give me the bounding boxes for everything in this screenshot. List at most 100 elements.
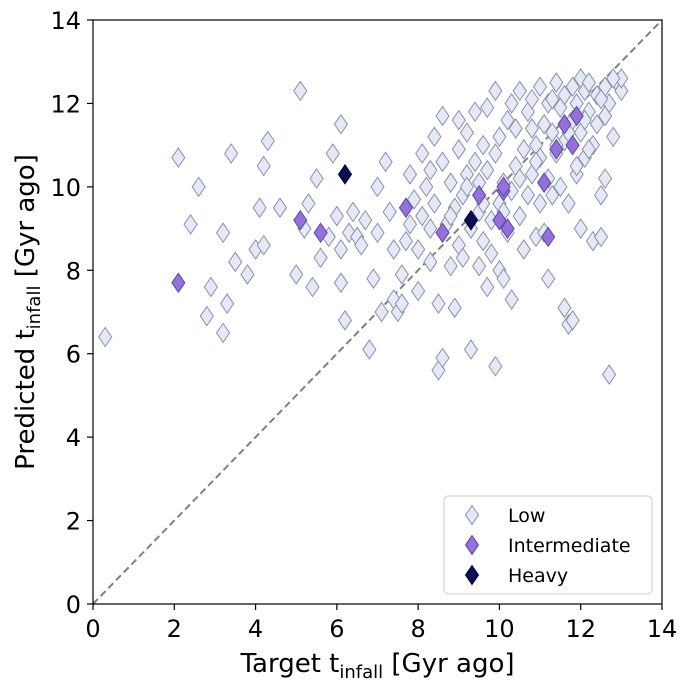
point-intermediate	[565, 134, 580, 156]
point-low	[411, 280, 426, 302]
point-low	[520, 184, 535, 206]
point-low	[386, 239, 401, 260]
point-low	[394, 264, 409, 285]
point-low	[565, 309, 580, 331]
point-intermediate	[541, 226, 556, 248]
point-low	[602, 364, 617, 385]
point-low	[354, 234, 369, 256]
x-tick-label: 4	[248, 615, 263, 643]
point-low	[427, 193, 442, 214]
point-low	[443, 255, 458, 277]
point-low	[415, 205, 430, 227]
point-low	[545, 88, 560, 110]
point-low	[553, 176, 568, 198]
point-low	[524, 88, 540, 110]
point-low	[362, 339, 377, 360]
point-low	[581, 138, 596, 160]
point-low	[557, 84, 572, 106]
point-low	[463, 339, 479, 360]
x-tick-label: 8	[411, 615, 426, 643]
point-low	[406, 188, 422, 210]
point-low	[573, 218, 588, 239]
point-intermediate	[569, 105, 584, 127]
point-low	[569, 155, 584, 177]
point-low	[504, 289, 519, 310]
point-low	[606, 68, 621, 89]
point-low	[504, 93, 519, 114]
point-low	[402, 163, 418, 185]
point-low	[333, 239, 349, 260]
point-low	[366, 268, 381, 290]
point-low	[512, 168, 527, 189]
point-low	[260, 130, 275, 152]
legend-label-intermediate: Intermediate	[508, 535, 631, 557]
plot-frame	[92, 19, 663, 605]
point-low	[215, 222, 231, 244]
point-low	[382, 201, 397, 223]
point-low	[447, 297, 462, 319]
point-intermediate	[496, 176, 511, 198]
point-low	[333, 113, 349, 135]
point-intermediate	[492, 209, 507, 231]
point-low	[333, 272, 349, 294]
point-low	[435, 151, 450, 173]
y-tick-label: 12	[50, 90, 81, 118]
point-low	[516, 138, 531, 160]
point-low	[411, 239, 426, 260]
point-low	[532, 193, 548, 214]
point-low	[171, 147, 186, 169]
point-low	[431, 293, 446, 315]
point-low	[455, 247, 470, 269]
y-axis-label: Predicted tinfall [Gyr ago]	[11, 154, 45, 470]
point-low	[415, 143, 430, 164]
point-low	[565, 76, 580, 98]
point-low	[537, 113, 552, 135]
point-intermediate	[549, 138, 564, 160]
point-low	[240, 264, 255, 285]
point-low	[581, 72, 596, 93]
point-low	[549, 72, 564, 93]
point-low	[512, 80, 527, 102]
point-low	[423, 251, 438, 273]
point-low	[203, 276, 218, 298]
x-tick-label: 2	[167, 615, 182, 643]
point-low	[451, 138, 466, 160]
point-low	[256, 234, 271, 256]
legend-box	[443, 495, 653, 595]
point-low	[561, 193, 576, 214]
point-intermediate	[500, 218, 515, 239]
point-intermediate	[557, 113, 572, 135]
legend: Low Intermediate Heavy	[443, 495, 653, 595]
point-low	[293, 80, 308, 102]
point-heavy	[337, 163, 353, 185]
point-low	[614, 80, 629, 102]
axis-ticks: 0 2 4 6 8 10 12 14 0 2 4 6 8 10 12 14	[50, 7, 677, 643]
point-low	[597, 105, 613, 127]
point-low	[459, 176, 475, 198]
point-low	[472, 255, 487, 277]
legend-label-heavy: Heavy	[508, 565, 568, 587]
point-low	[557, 297, 572, 319]
y-tick-label: 10	[50, 174, 81, 202]
point-low	[545, 184, 560, 206]
point-low	[467, 101, 483, 123]
y-tick-label: 4	[66, 424, 81, 452]
point-low	[459, 122, 475, 144]
point-heavy	[463, 209, 479, 231]
point-low	[606, 126, 621, 148]
legend-marker-low	[464, 504, 480, 526]
point-low	[589, 113, 605, 135]
point-low	[224, 143, 239, 164]
x-tick-label: 14	[647, 615, 678, 643]
y-tick-label: 14	[50, 7, 81, 35]
point-low	[443, 172, 458, 194]
point-low	[215, 322, 231, 344]
point-intermediate	[435, 222, 450, 244]
x-tick-label: 10	[484, 615, 515, 643]
point-low	[370, 176, 385, 198]
point-low	[500, 109, 515, 131]
point-low	[512, 205, 527, 227]
point-low	[394, 293, 409, 315]
y-tick-label: 0	[66, 591, 81, 619]
